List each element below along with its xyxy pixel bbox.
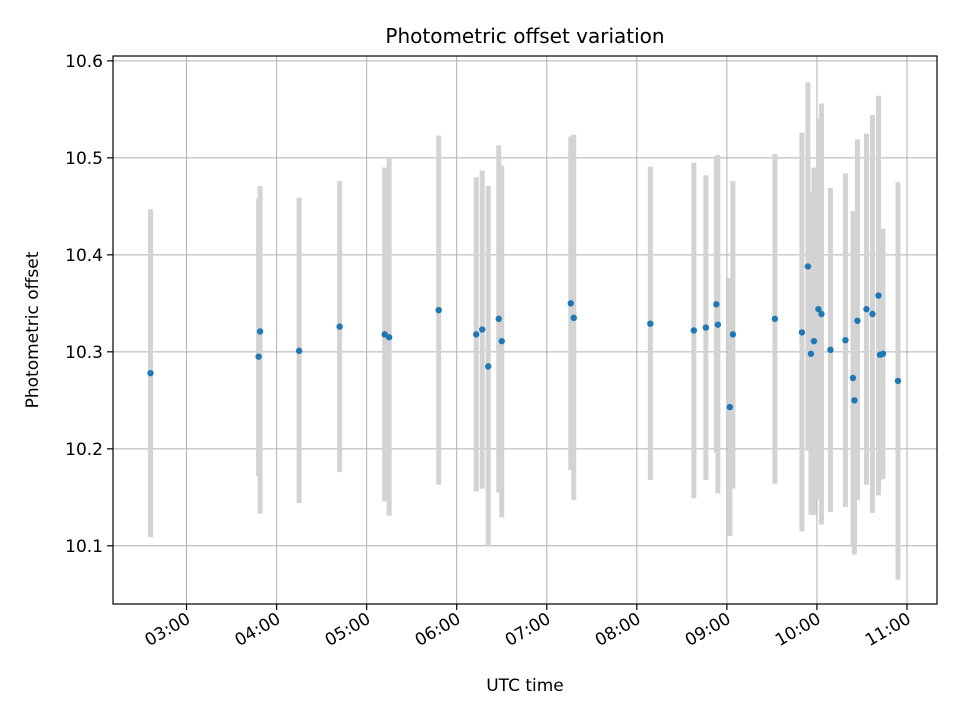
y-tick-label: 10.3 <box>65 343 103 363</box>
data-point <box>726 403 734 411</box>
data-point <box>495 315 502 323</box>
y-tick-label: 10.6 <box>65 52 103 72</box>
data-point <box>498 337 505 345</box>
data-point <box>385 334 393 341</box>
y-tick-label: 10.5 <box>65 149 103 169</box>
data-point <box>842 336 849 344</box>
data-point <box>485 363 492 370</box>
data-point <box>473 331 480 338</box>
x-axis-label: UTC time <box>486 676 564 696</box>
data-point <box>295 347 303 355</box>
data-points <box>147 263 902 411</box>
data-point <box>879 350 887 357</box>
data-point <box>729 331 737 338</box>
y-tick-label: 10.4 <box>65 246 103 266</box>
data-point <box>147 369 154 377</box>
data-point <box>869 310 876 318</box>
data-point <box>815 305 822 313</box>
data-point <box>435 306 442 314</box>
chart-title: Photometric offset variation <box>385 24 664 48</box>
data-point <box>647 320 654 327</box>
plot-frame <box>112 55 938 605</box>
data-point <box>818 310 825 318</box>
data-point <box>798 329 806 336</box>
data-point <box>863 305 870 313</box>
data-point <box>894 377 902 385</box>
data-point <box>827 346 834 354</box>
data-point <box>570 314 577 322</box>
data-point <box>875 292 882 299</box>
data-point <box>851 397 858 404</box>
data-point <box>690 327 698 334</box>
data-point <box>256 328 264 335</box>
data-point <box>854 317 861 324</box>
y-axis-label: Photometric offset <box>23 251 43 408</box>
y-tick-label: 10.2 <box>65 440 103 460</box>
data-point <box>849 374 857 382</box>
data-point <box>479 326 486 333</box>
data-point <box>804 263 812 270</box>
data-point <box>567 300 574 307</box>
data-point <box>702 324 710 331</box>
data-point <box>771 315 779 323</box>
y-tick-label: 10.1 <box>65 537 103 557</box>
y-axis: 10.1 10.2 10.3 10.4 10.5 10.6 <box>65 52 113 557</box>
data-point <box>714 321 722 328</box>
data-point <box>336 323 343 330</box>
data-point <box>810 337 818 345</box>
data-point <box>255 353 262 360</box>
data-point <box>713 301 720 308</box>
data-point <box>807 350 815 357</box>
